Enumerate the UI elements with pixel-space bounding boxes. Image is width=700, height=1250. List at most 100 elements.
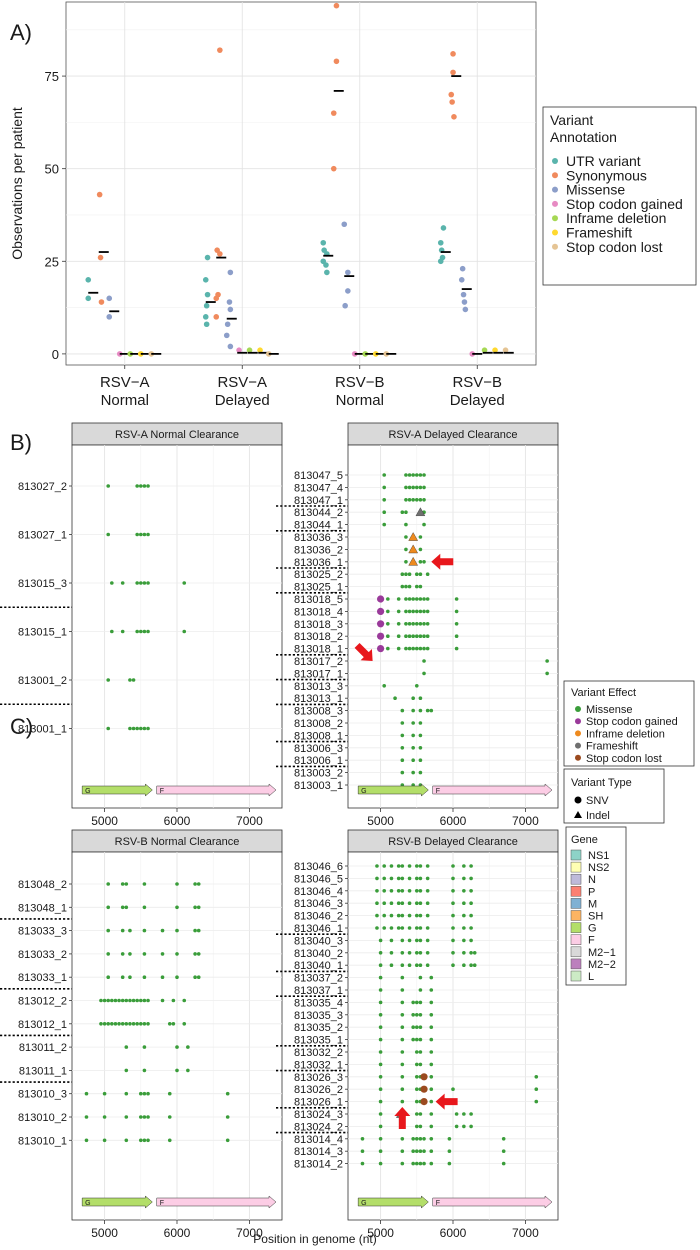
variant-point [142, 928, 147, 933]
variant-point [418, 1062, 423, 1067]
variant-point [429, 1000, 434, 1005]
variant-point [418, 1050, 423, 1054]
variant-point [110, 1022, 114, 1026]
variant-point [407, 498, 412, 502]
data-point [204, 254, 211, 261]
row-label: 813046_4 [294, 886, 343, 898]
row-label: 813014_4 [294, 1134, 343, 1146]
variant-point [400, 1000, 405, 1005]
legend-label-gene: G [588, 923, 597, 935]
variant-point [117, 1022, 121, 1026]
facet-b-1: RSV-A Delayed Clearance 5000 6000 7000 81304… [276, 422, 559, 828]
variant-point [411, 1137, 415, 1141]
variant-point [193, 905, 197, 910]
row-label: 813032_1 [294, 1059, 343, 1071]
legend-label-gene: M [588, 898, 597, 910]
variant-point [400, 746, 405, 750]
variant-point [120, 1022, 125, 1026]
variant-point [124, 1138, 129, 1143]
legend-swatch-effect [575, 706, 581, 712]
data-point [106, 314, 113, 320]
variant-point [389, 913, 394, 918]
variant-point [429, 708, 434, 713]
xtick-label: 7000 [236, 814, 263, 828]
variant-point [429, 1161, 434, 1166]
xtick-label-a: RSV−B [452, 374, 502, 391]
variant-point [418, 988, 423, 992]
variant-point [425, 634, 430, 638]
variant-point [146, 998, 150, 1003]
variant-point [451, 951, 455, 955]
variant-point [106, 1022, 111, 1026]
variant-point [429, 1025, 434, 1029]
variant-point [469, 1124, 473, 1129]
x-axis-title: Position in genome (nt) [253, 1232, 376, 1246]
data-point [213, 314, 220, 320]
variant-point [142, 975, 147, 979]
variant-point [447, 1161, 452, 1166]
xtick-label-a: Delayed [215, 392, 270, 409]
row-label: 813046_2 [294, 911, 343, 923]
legend-box-a [542, 106, 697, 286]
row-label: 813044_2 [294, 507, 343, 519]
data-point [342, 302, 348, 309]
series-synonymous [96, 2, 462, 320]
variant-point [422, 522, 426, 527]
row-label: 813017_1 [294, 668, 343, 680]
variant-point [186, 1068, 190, 1073]
ytick-label-a: 25 [45, 254, 59, 269]
variant-point [418, 889, 423, 893]
variant-point [414, 963, 419, 967]
variant-point [138, 998, 143, 1003]
variant-point [396, 889, 401, 893]
variant-point [418, 597, 423, 601]
variant-point [375, 864, 379, 868]
xtick-label: 5000 [91, 814, 118, 828]
variant-point [160, 952, 165, 956]
variant-point [196, 952, 201, 956]
row-label: 813027_2 [18, 481, 67, 493]
variant-point [422, 634, 426, 638]
variant-point [128, 678, 132, 682]
variant-point [142, 581, 147, 585]
variant-point [414, 1137, 419, 1141]
variant-point [124, 1045, 129, 1049]
row-label: 813046_5 [294, 873, 343, 885]
row-label: 813018_1 [294, 644, 343, 656]
xtick-label: 6000 [164, 1226, 191, 1240]
variant-point [462, 938, 466, 943]
variant-point [454, 1124, 459, 1129]
variant-indel [408, 532, 419, 541]
data-point [323, 262, 329, 268]
row-label: 813001_2 [18, 675, 67, 687]
variant-point [378, 988, 383, 992]
variant-point [378, 1000, 383, 1005]
variant-point [414, 1161, 419, 1166]
variant-point [425, 609, 430, 614]
variant-point [106, 532, 111, 537]
variant-point [422, 498, 426, 502]
variant-point [400, 1075, 405, 1079]
variant-point [124, 1091, 129, 1096]
variant-point [451, 1087, 455, 1091]
gene-arrow-f [432, 783, 553, 797]
variant-point [138, 629, 143, 634]
legend-label-a: Missense [566, 182, 625, 198]
variant-point [418, 770, 423, 775]
variant-point [425, 864, 430, 868]
variant-point [142, 1068, 147, 1073]
row-label: 813026_1 [294, 1097, 343, 1109]
variant-point [422, 473, 426, 477]
variant-point [418, 572, 423, 576]
variant-point [142, 998, 147, 1003]
variant-point [375, 913, 379, 918]
row-label: 813033_2 [18, 949, 67, 961]
variant-point [418, 609, 423, 614]
legend-title-gene: Gene [571, 834, 598, 846]
variant-point [411, 758, 415, 762]
variant-point [418, 733, 423, 738]
row-label: 813026_3 [294, 1072, 343, 1084]
legend-swatch-gene [570, 922, 582, 933]
variant-point [414, 901, 419, 905]
variant-point [400, 721, 405, 725]
